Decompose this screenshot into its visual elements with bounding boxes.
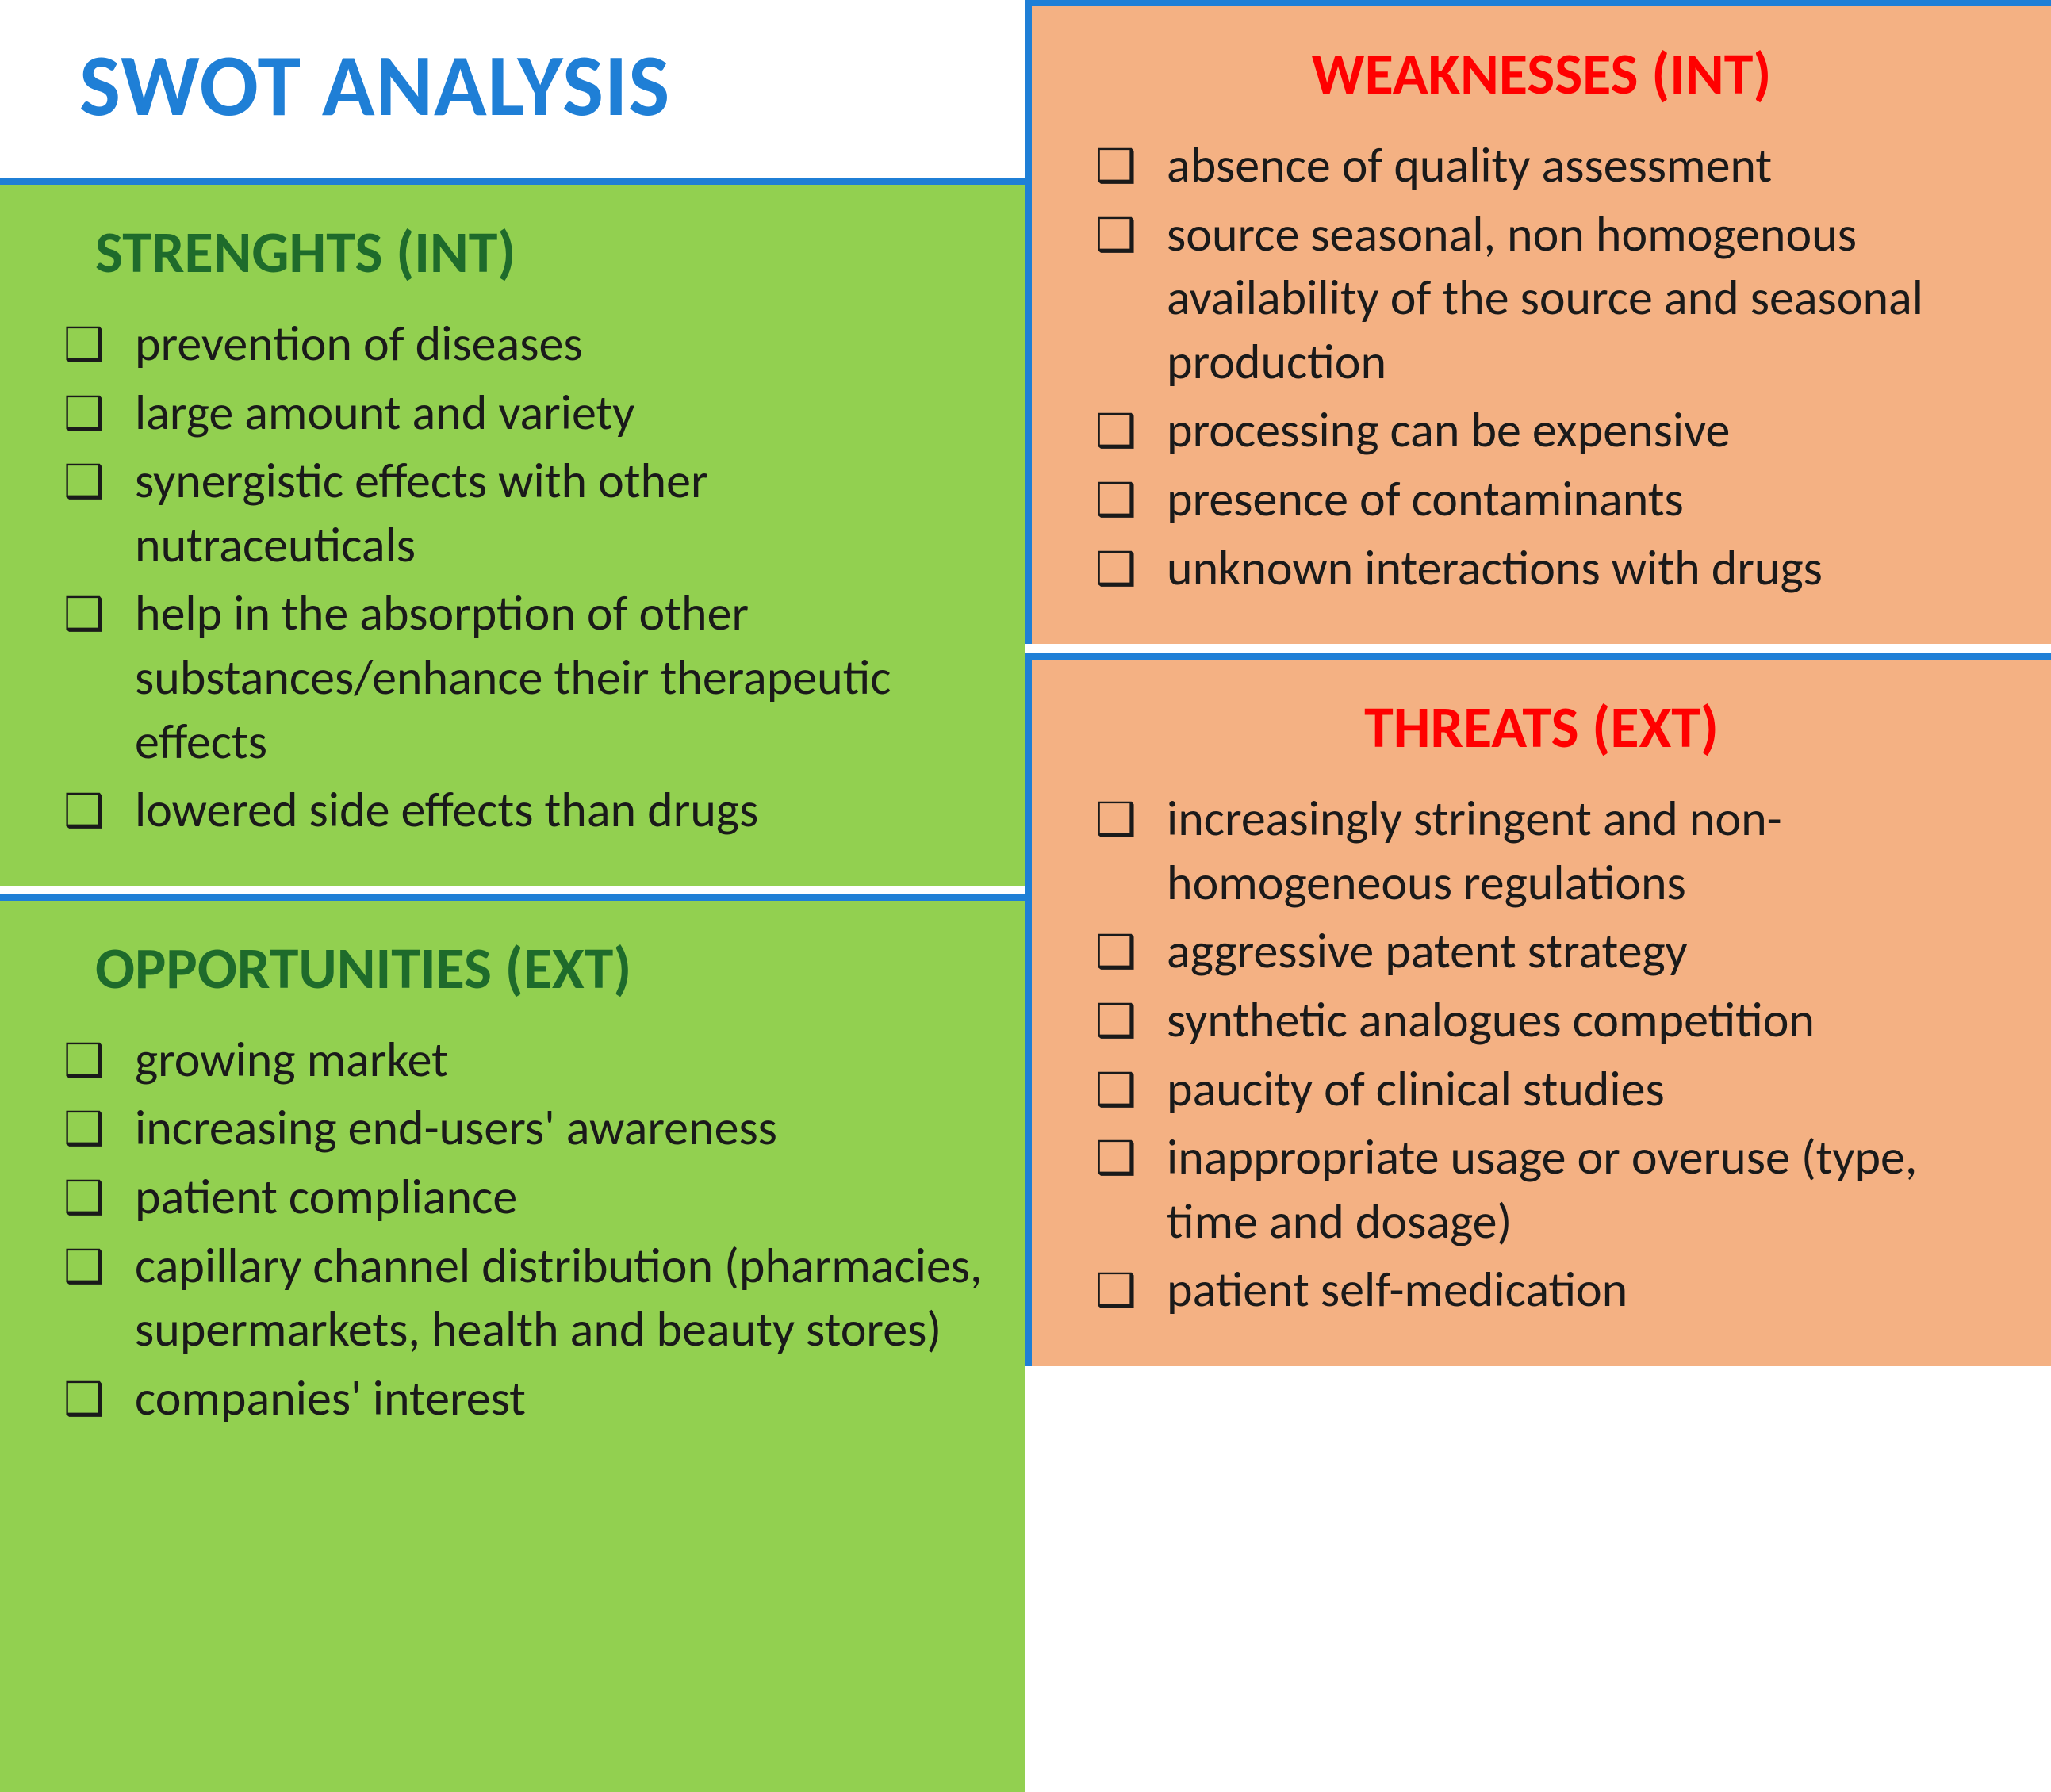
swot-container: SWOT ANALYSIS STRENGHTS (INT) prevention… — [0, 0, 2051, 1792]
weaknesses-panel: WEAKNESSES (INT) absence of quality asse… — [1026, 0, 2051, 644]
list-item: increasingly stringent and non-homogeneo… — [1095, 787, 2011, 914]
list-item: presence of contaminants — [1095, 467, 2011, 531]
strengths-list: prevention of diseases large amount and … — [40, 312, 986, 842]
list-item: absence of quality assessment — [1095, 133, 2011, 197]
list-item: processing can be expensive — [1095, 398, 2011, 462]
opportunities-panel: OPPORTUNITIES (EXT) growing market incre… — [0, 894, 1026, 1792]
list-item: inappropriate usage or overuse (type, ti… — [1095, 1125, 2011, 1253]
right-column: WEAKNESSES (INT) absence of quality asse… — [1026, 0, 2051, 1792]
list-item: synthetic analogues competition — [1095, 988, 2011, 1052]
threats-heading: THREATS (EXT) — [1072, 691, 2011, 763]
title-block: SWOT ANALYSIS — [0, 0, 1026, 178]
threats-panel: THREATS (EXT) increasingly stringent and… — [1026, 653, 2051, 1366]
strengths-panel: STRENGHTS (INT) prevention of diseases l… — [0, 178, 1026, 886]
list-item: help in the absorption of other substanc… — [63, 581, 986, 773]
list-item: source seasonal, non homogenous availabi… — [1095, 202, 2011, 394]
weaknesses-list: absence of quality assessment source sea… — [1072, 133, 2011, 599]
threats-list: increasingly stringent and non-homogeneo… — [1072, 787, 2011, 1322]
list-item: lowered side effects than drugs — [63, 778, 986, 842]
list-item: prevention of diseases — [63, 312, 986, 376]
list-item: unknown interactions with drugs — [1095, 536, 2011, 600]
list-item: capillary channel distribution (pharmaci… — [63, 1234, 986, 1361]
weaknesses-heading: WEAKNESSES (INT) — [1072, 38, 2011, 109]
left-column: SWOT ANALYSIS STRENGHTS (INT) prevention… — [0, 0, 1026, 1792]
list-item: large amount and variety — [63, 381, 986, 445]
opportunities-heading: OPPORTUNITIES (EXT) — [40, 932, 986, 1004]
main-title: SWOT ANALYSIS — [79, 32, 994, 139]
list-item: aggressive patent strategy — [1095, 919, 2011, 983]
list-item: synergistic effects with other nutraceut… — [63, 449, 986, 576]
list-item: patient self-medication — [1095, 1258, 2011, 1322]
list-item: patient compliance — [63, 1165, 986, 1229]
list-item: paucity of clinical studies — [1095, 1057, 2011, 1121]
opportunities-list: growing market increasing end-users' awa… — [40, 1028, 986, 1430]
list-item: increasing end-users' awareness — [63, 1096, 986, 1160]
strengths-heading: STRENGHTS (INT) — [40, 216, 986, 288]
list-item: companies' interest — [63, 1366, 986, 1430]
list-item: growing market — [63, 1028, 986, 1092]
